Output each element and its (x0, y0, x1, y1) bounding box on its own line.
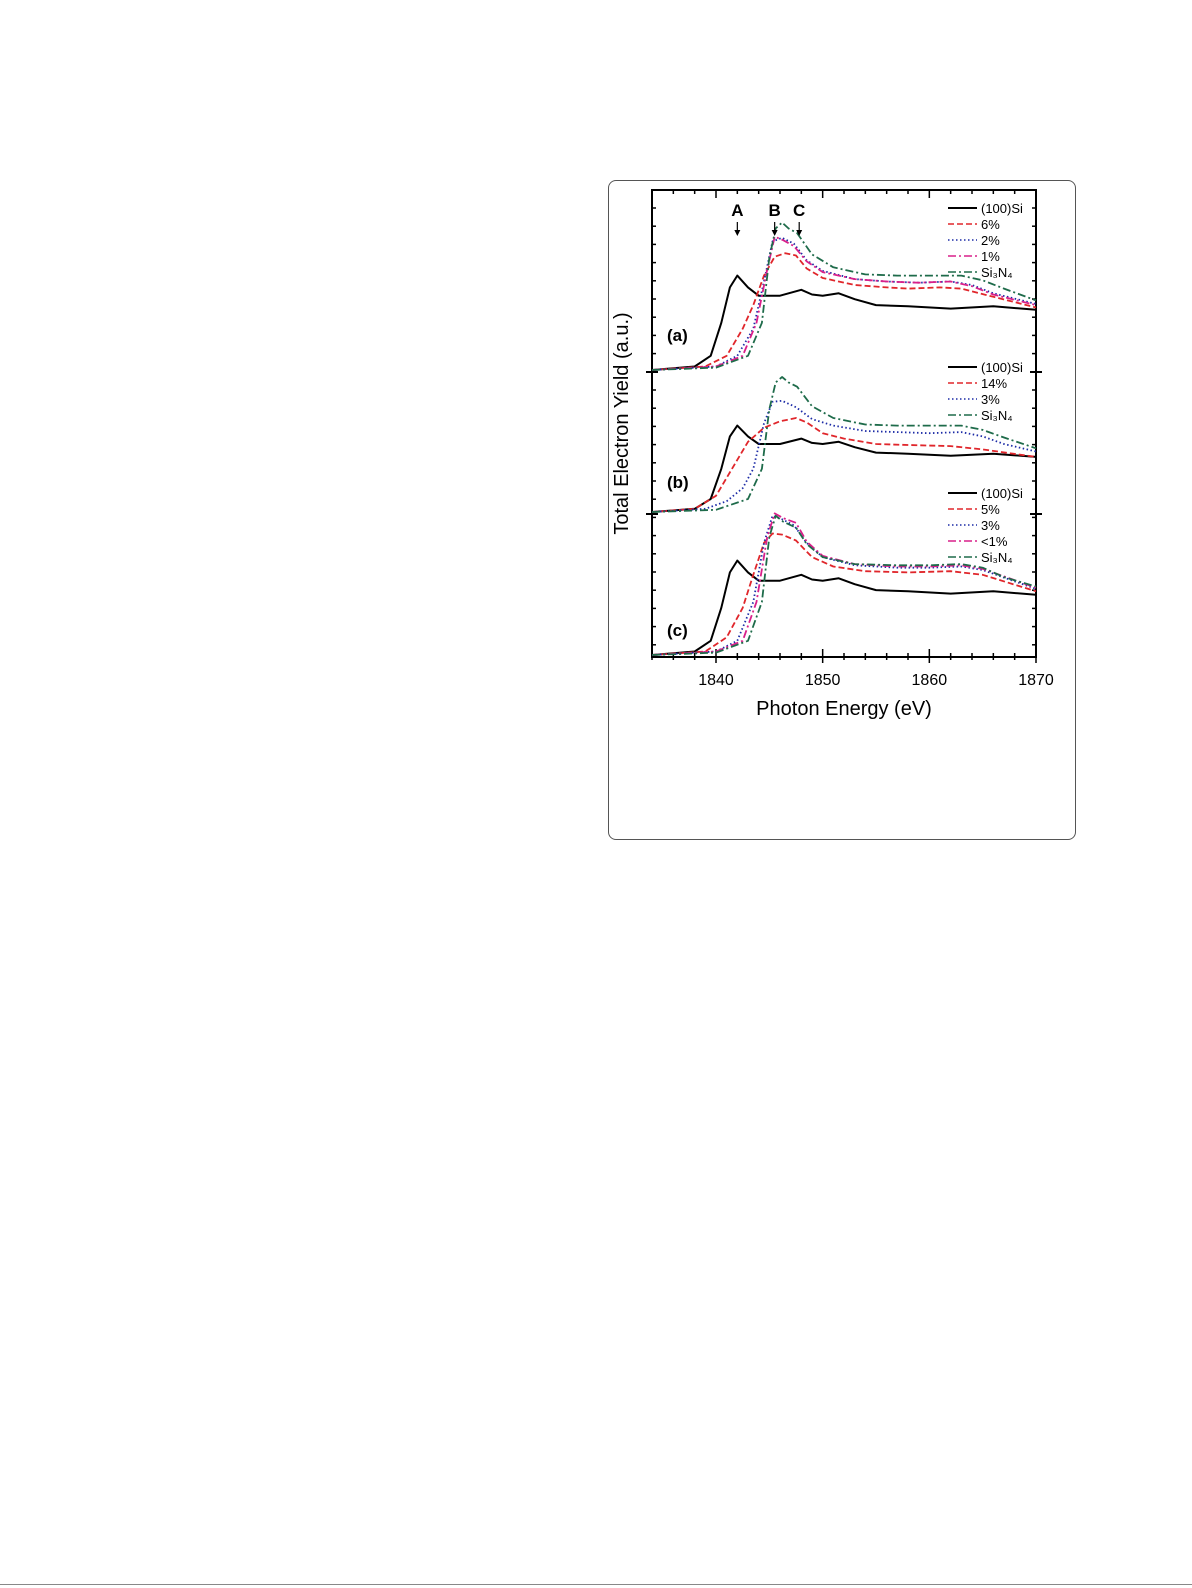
x-axis-label: Photon Energy (eV) (756, 698, 932, 720)
feature-marker-label: B (769, 201, 781, 220)
legend-label: 14% (981, 376, 1007, 391)
series-line (651, 399, 1037, 513)
series-line (651, 417, 1037, 513)
series-line (651, 532, 1037, 656)
legend-label: 6% (981, 217, 1000, 232)
feature-marker-arrowhead (796, 230, 803, 236)
series-line (651, 235, 1037, 371)
feature-marker-arrowhead (771, 230, 778, 236)
series-line (651, 514, 1037, 656)
panel-label: (b) (667, 473, 689, 492)
y-axis-label: Total Electron Yield (a.u.) (611, 312, 633, 534)
series-line (651, 274, 1037, 371)
page-bottom-rule (0, 1584, 1192, 1585)
legend-label: Si₃N₄ (981, 550, 1013, 565)
legend-label: 3% (981, 392, 1000, 407)
panel-label: (a) (667, 326, 688, 345)
legend-label: Si₃N₄ (981, 265, 1013, 280)
series-line (651, 236, 1037, 371)
feature-marker-label: C (793, 201, 805, 220)
x-tick-label: 1840 (698, 672, 734, 689)
legend-label: (100)Si (981, 201, 1023, 216)
plot-border (651, 189, 1037, 658)
x-tick-label: 1870 (1018, 672, 1054, 689)
series-line (651, 252, 1037, 371)
legend-label: 1% (981, 249, 1000, 264)
legend-label: <1% (981, 534, 1008, 549)
x-tick-label: 1850 (805, 672, 841, 689)
series-line (651, 559, 1037, 656)
legend-label: 2% (981, 233, 1000, 248)
feature-marker-label: A (731, 201, 743, 220)
legend-label: 3% (981, 518, 1000, 533)
legend-label: 5% (981, 502, 1000, 517)
series-line (651, 512, 1037, 656)
figure-frame (608, 180, 1076, 840)
legend-label: (100)Si (981, 360, 1023, 375)
series-line (651, 514, 1037, 656)
series-line (651, 376, 1037, 513)
series-line (651, 424, 1037, 513)
panel-label: (c) (667, 621, 688, 640)
x-tick-label: 1860 (912, 672, 948, 689)
legend-label: Si₃N₄ (981, 408, 1013, 423)
legend-label: (100)Si (981, 486, 1023, 501)
feature-marker-arrowhead (734, 230, 741, 236)
